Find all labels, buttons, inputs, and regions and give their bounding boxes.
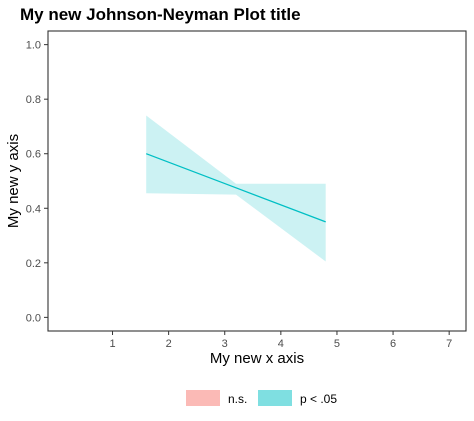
x-axis: 1 2 3 4 5 6 7 (109, 331, 452, 350)
x-tick-label: 1 (109, 338, 115, 350)
y-tick-label: 0.2 (26, 258, 41, 270)
estimate-line (145, 153, 326, 223)
legend: n.s. p < .05 (186, 390, 337, 406)
legend-label: n.s. (228, 392, 247, 406)
legend-key (258, 390, 292, 406)
y-axis-title: My new y axis (5, 134, 22, 228)
x-tick-label: 5 (334, 338, 340, 350)
y-tick-label: 0.8 (26, 94, 41, 106)
y-axis: 0.0 0.2 0.4 0.6 0.8 1.0 (26, 40, 48, 324)
legend-key (186, 390, 220, 406)
x-tick-label: 4 (278, 338, 284, 350)
y-tick-label: 0.0 (26, 312, 41, 324)
x-tick-label: 6 (390, 338, 396, 350)
x-tick-label: 3 (222, 338, 228, 350)
y-tick-label: 0.6 (26, 149, 41, 161)
chart-title: My new Johnson-Neyman Plot title (20, 5, 301, 24)
x-axis-title: My new x axis (210, 350, 304, 367)
plot-panel-border (47, 30, 467, 332)
x-tick-label: 2 (166, 338, 172, 350)
legend-label: p < .05 (300, 392, 337, 406)
plot-marks (145, 115, 326, 262)
confidence-band (146, 115, 326, 262)
y-tick-label: 1.0 (26, 40, 41, 52)
x-tick-label: 7 (446, 338, 452, 350)
y-tick-label: 0.4 (26, 203, 41, 215)
